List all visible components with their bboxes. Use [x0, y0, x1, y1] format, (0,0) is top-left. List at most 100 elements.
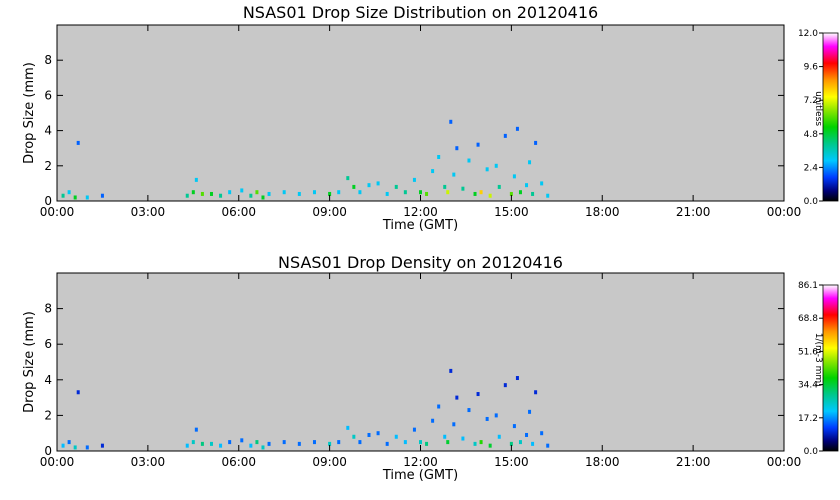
data-point-20	[312, 440, 316, 445]
data-point-27	[376, 431, 380, 436]
data-point-0	[61, 443, 65, 448]
data-point-52	[512, 174, 516, 179]
data-point-6	[185, 193, 189, 198]
data-point-26	[367, 183, 371, 188]
data-point-35	[437, 404, 441, 409]
data-point-43	[473, 191, 477, 196]
colorbar-tick-label: 4.8	[804, 130, 819, 140]
data-point-59	[540, 181, 544, 186]
data-point-21	[328, 191, 332, 196]
colorbar-tick-label: 2.4	[804, 163, 819, 173]
data-point-24	[352, 434, 356, 439]
data-point-53	[515, 126, 519, 131]
data-point-8	[194, 177, 198, 182]
data-point-32	[419, 190, 422, 195]
x-tick-label: 12:00	[403, 205, 438, 219]
data-point-28	[385, 441, 389, 446]
data-point-47	[488, 193, 492, 198]
data-point-37	[446, 190, 450, 195]
data-point-59	[540, 431, 544, 436]
y-tick-label: 4	[44, 124, 52, 138]
data-point-9	[200, 441, 204, 446]
data-point-41	[461, 186, 465, 191]
data-point-5	[100, 193, 104, 198]
data-point-22	[337, 190, 341, 195]
x-tick-label: 18:00	[585, 455, 620, 469]
x-tick-label: 09:00	[312, 455, 347, 469]
x-tick-label: 15:00	[494, 455, 529, 469]
data-point-47	[488, 443, 492, 448]
data-point-44	[476, 392, 480, 397]
data-point-19	[297, 441, 301, 446]
data-point-30	[403, 440, 407, 445]
data-point-55	[525, 432, 529, 437]
data-point-32	[419, 440, 422, 445]
x-tick-label: 03:00	[131, 455, 166, 469]
data-point-42	[467, 408, 471, 413]
data-point-50	[503, 383, 507, 388]
data-point-60	[546, 193, 550, 198]
y-tick-label: 8	[44, 53, 52, 67]
data-point-52	[512, 424, 516, 429]
data-point-44	[476, 142, 480, 147]
data-point-15	[255, 190, 259, 195]
data-point-58	[534, 140, 538, 145]
colorbar-tick-label: 9.6	[804, 63, 819, 73]
data-point-40	[455, 395, 459, 400]
data-point-16	[261, 445, 265, 450]
colorbar-tick-label: 34.4	[798, 381, 818, 391]
x-axis-label: Time (GMT)	[382, 468, 458, 483]
data-point-1	[67, 190, 71, 195]
data-point-50	[503, 133, 507, 138]
data-point-14	[249, 443, 253, 448]
data-point-12	[228, 440, 232, 445]
data-point-16	[261, 195, 265, 200]
data-point-42	[467, 158, 471, 163]
data-point-20	[312, 190, 316, 195]
colorbar-tick-label: 86.1	[798, 281, 818, 291]
data-point-8	[194, 427, 198, 432]
data-point-57	[531, 191, 535, 196]
data-point-28	[385, 191, 389, 196]
y-tick-label: 0	[44, 194, 52, 208]
data-point-18	[282, 440, 286, 445]
colorbar	[822, 284, 839, 452]
x-tick-label: 06:00	[221, 455, 256, 469]
data-point-1	[67, 440, 71, 445]
colorbar-tick-label: 12.0	[798, 29, 818, 39]
x-tick-label: 21:00	[676, 205, 711, 219]
y-tick-label: 2	[44, 408, 52, 422]
colorbar	[822, 32, 839, 202]
data-point-14	[249, 193, 253, 198]
x-tick-label: 21:00	[676, 455, 711, 469]
data-point-15	[255, 440, 259, 445]
x-tick-label: 00:00	[40, 455, 75, 469]
plot-area	[57, 25, 784, 201]
data-point-25	[358, 190, 362, 195]
data-point-46	[485, 416, 489, 421]
data-point-45	[479, 440, 483, 445]
data-point-18	[282, 190, 286, 195]
data-point-13	[240, 188, 244, 193]
data-point-19	[297, 191, 301, 196]
data-point-2	[73, 195, 77, 200]
y-tick-label: 0	[44, 444, 52, 458]
colorbar-tick-label: 17.2	[798, 414, 818, 424]
data-point-30	[403, 190, 407, 195]
colorbar-tick-label: 51.6	[798, 347, 818, 357]
data-point-7	[191, 440, 195, 445]
colorbar-tick-label: 0.0	[804, 197, 819, 207]
y-axis-label: Drop Size (mm)	[22, 311, 37, 413]
chart-panel-1: NSAS01 Drop Density on 20120416 00:00 03:0…	[22, 253, 839, 483]
data-point-39	[452, 422, 456, 427]
data-point-56	[528, 409, 532, 414]
data-point-4	[85, 445, 89, 450]
y-tick-label: 2	[44, 159, 52, 173]
x-tick-label: 12:00	[403, 455, 438, 469]
data-point-29	[394, 184, 398, 189]
colorbar-tick-label: 7.2	[804, 96, 818, 106]
chart-title: NSAS01 Drop Density on 20120416	[278, 253, 563, 272]
data-point-53	[515, 376, 519, 381]
data-point-36	[443, 184, 447, 189]
